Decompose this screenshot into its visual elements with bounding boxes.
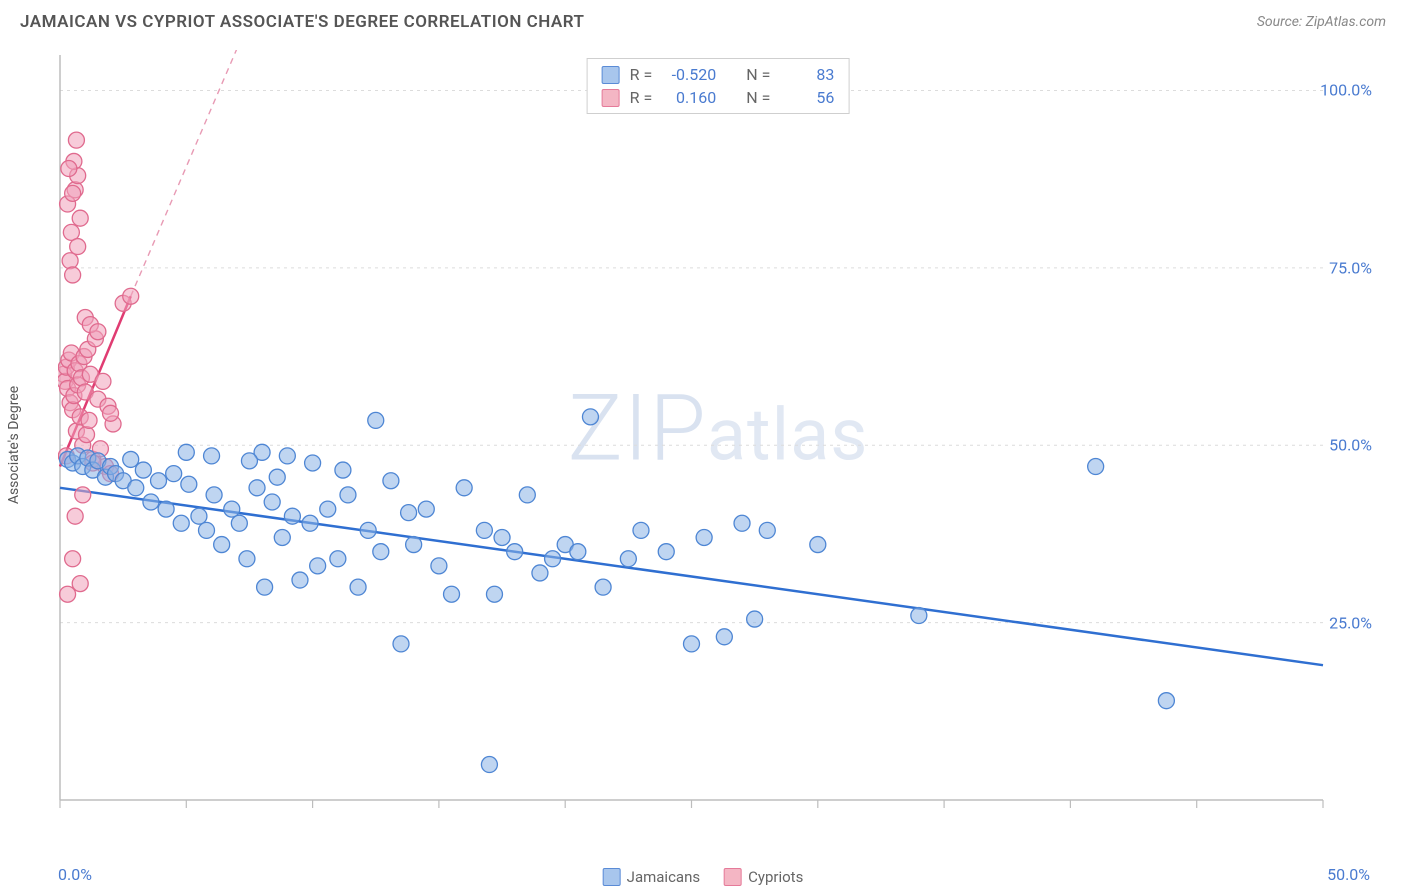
n-value-jamaicans: 83 <box>780 65 834 84</box>
legend-label-cypriots: Cypriots <box>748 868 803 886</box>
bottom-legend: Jamaicans Cypriots <box>603 868 804 886</box>
y-tick-label: 50.0% <box>1329 436 1372 455</box>
r-value-cypriots: 0.160 <box>662 88 716 107</box>
stats-row-jamaicans: R = -0.520 N = 83 <box>602 65 835 84</box>
stats-row-cypriots: R = 0.160 N = 56 <box>602 88 835 107</box>
legend-swatch-cypriots <box>724 868 742 886</box>
plot-region: ZIPatlas R = -0.520 N = 83 R = 0.160 N =… <box>58 50 1378 840</box>
x-max-label: 50.0% <box>1327 865 1370 884</box>
chart-title: JAMAICAN VS CYPRIOT ASSOCIATE'S DEGREE C… <box>20 12 584 32</box>
n-value-cypriots: 56 <box>780 88 834 107</box>
legend-label-jamaicans: Jamaicans <box>627 868 700 886</box>
legend-item-cypriots: Cypriots <box>724 868 803 886</box>
y-axis-label: Associate's Degree <box>6 386 22 504</box>
stats-box: R = -0.520 N = 83 R = 0.160 N = 56 <box>587 58 850 114</box>
chart-area: Associate's Degree ZIPatlas R = -0.520 N… <box>20 50 1386 840</box>
legend-swatch-jamaicans <box>603 868 621 886</box>
swatch-cypriots <box>602 89 620 107</box>
y-tick-label: 100.0% <box>1320 81 1372 100</box>
x-min-label: 0.0% <box>58 865 92 884</box>
y-tick-label: 75.0% <box>1329 258 1372 277</box>
source-label: Source: ZipAtlas.com <box>1257 14 1386 30</box>
plot-svg <box>58 50 1378 840</box>
r-value-jamaicans: -0.520 <box>662 65 716 84</box>
swatch-jamaicans <box>602 66 620 84</box>
legend-item-jamaicans: Jamaicans <box>603 868 700 886</box>
y-tick-label: 25.0% <box>1329 613 1372 632</box>
